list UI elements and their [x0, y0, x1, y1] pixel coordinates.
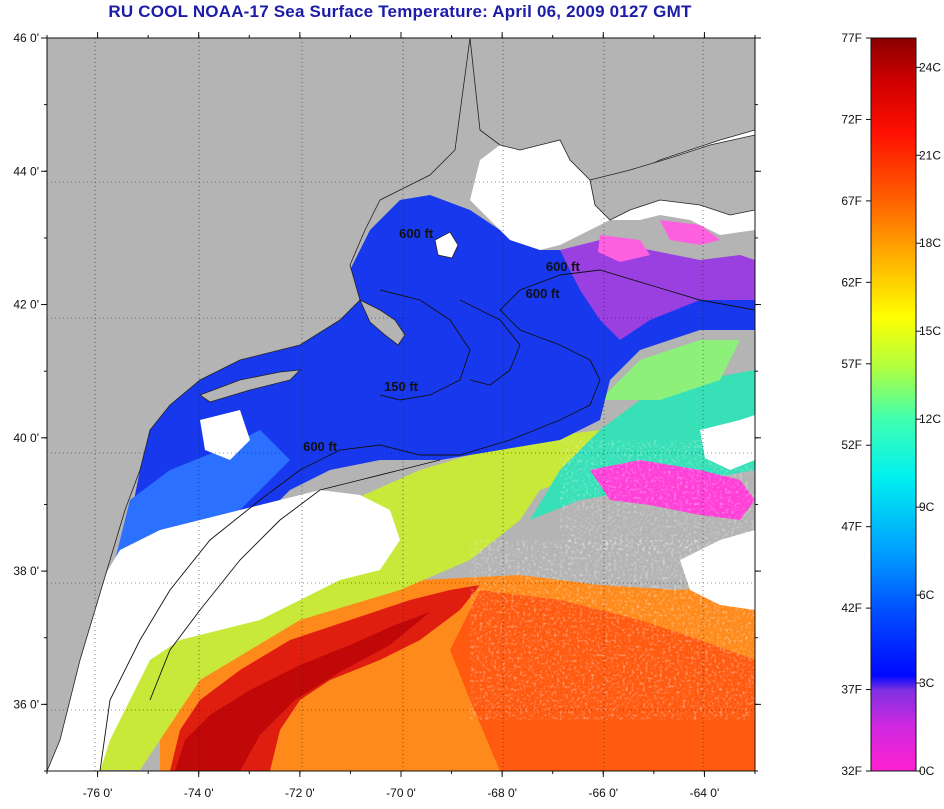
colorbar-c-label: 3C [919, 676, 935, 690]
magenta-patch-northeast [660, 220, 720, 245]
colorbar-c-label: 9C [919, 500, 935, 514]
colorbar-f-label: 52F [841, 438, 862, 452]
colorbar-c-label: 18C [919, 236, 941, 250]
contour-labels: 600 ft 600 ft 600 ft 150 ft 600 ft [303, 226, 580, 454]
latitude-ticks: 46 0' 44 0' 42 0' 40 0' 38 0' 36 0' [13, 31, 761, 772]
gulf-stream-core [175, 612, 430, 771]
cold-shelf-water [80, 195, 755, 740]
colorbar-c-label: 15C [919, 324, 941, 338]
colorbar-c-label: 0C [919, 764, 935, 778]
colorbar-celsius-labels: 24C 21C 18C 15C 12C 9C 6C 3C 0C [916, 60, 941, 778]
land-masses [47, 38, 755, 771]
colorbar-f-label: 57F [841, 357, 862, 371]
colorbar-c-label: 12C [919, 412, 941, 426]
colorbar-c-label: 6C [919, 588, 935, 602]
cloud-speckle [470, 540, 755, 720]
colorbar-f-label: 32F [841, 764, 862, 778]
islands [434, 231, 459, 259]
lon-tick-label: -66 0' [588, 786, 618, 800]
lon-tick-label: -76 0' [83, 786, 113, 800]
colorbar-f-label: 77F [841, 31, 862, 45]
contour-label: 600 ft [399, 226, 434, 241]
lat-tick-label: 38 0' [13, 564, 39, 578]
lon-tick-label: -72 0' [285, 786, 315, 800]
lon-tick-label: -64 0' [690, 786, 720, 800]
colorbar [870, 37, 917, 772]
colorbar-fahrenheit-labels: 77F 72F 67F 62F 57F 52F 47F 42F 37F 32F [841, 31, 871, 778]
magenta-patch-northeast-2 [598, 235, 650, 262]
colorbar-c-label: 21C [919, 148, 941, 162]
lat-tick-label: 36 0' [13, 697, 39, 711]
contour-label: 600 ft [303, 439, 338, 454]
bathymetry-contours [99, 269, 755, 771]
contour-label: 600 ft [546, 259, 581, 274]
contour-label: 150 ft [384, 379, 419, 394]
colorbar-f-label: 72F [841, 112, 862, 126]
colorbar-c-label: 24C [919, 60, 941, 74]
lat-tick-label: 46 0' [13, 31, 39, 45]
transition-water [90, 430, 640, 770]
cold-pocket-scotian [560, 240, 755, 340]
lon-tick-label: -70 0' [386, 786, 416, 800]
lat-tick-label: 40 0' [13, 431, 39, 445]
slope-water-east [600, 340, 740, 400]
contour-label: 600 ft [526, 286, 561, 301]
map-title: RU COOL NOAA-17 Sea Surface Temperature:… [108, 2, 692, 21]
colorbar-f-label: 37F [841, 683, 862, 697]
colorbar-f-label: 42F [841, 601, 862, 615]
lat-tick-label: 42 0' [13, 298, 39, 312]
cloud-speckle-2 [560, 440, 755, 550]
lat-tick-label: 44 0' [13, 164, 39, 178]
colorbar-f-label: 47F [841, 520, 862, 534]
lon-tick-label: -74 0' [184, 786, 214, 800]
colorbar-f-label: 67F [841, 194, 862, 208]
colorbar-f-label: 62F [841, 275, 862, 289]
lon-tick-label: -68 0' [487, 786, 517, 800]
longitude-ticks: -76 0' -74 0' -72 0' -70 0' -68 0' -66 0' -64 … [46, 32, 756, 800]
